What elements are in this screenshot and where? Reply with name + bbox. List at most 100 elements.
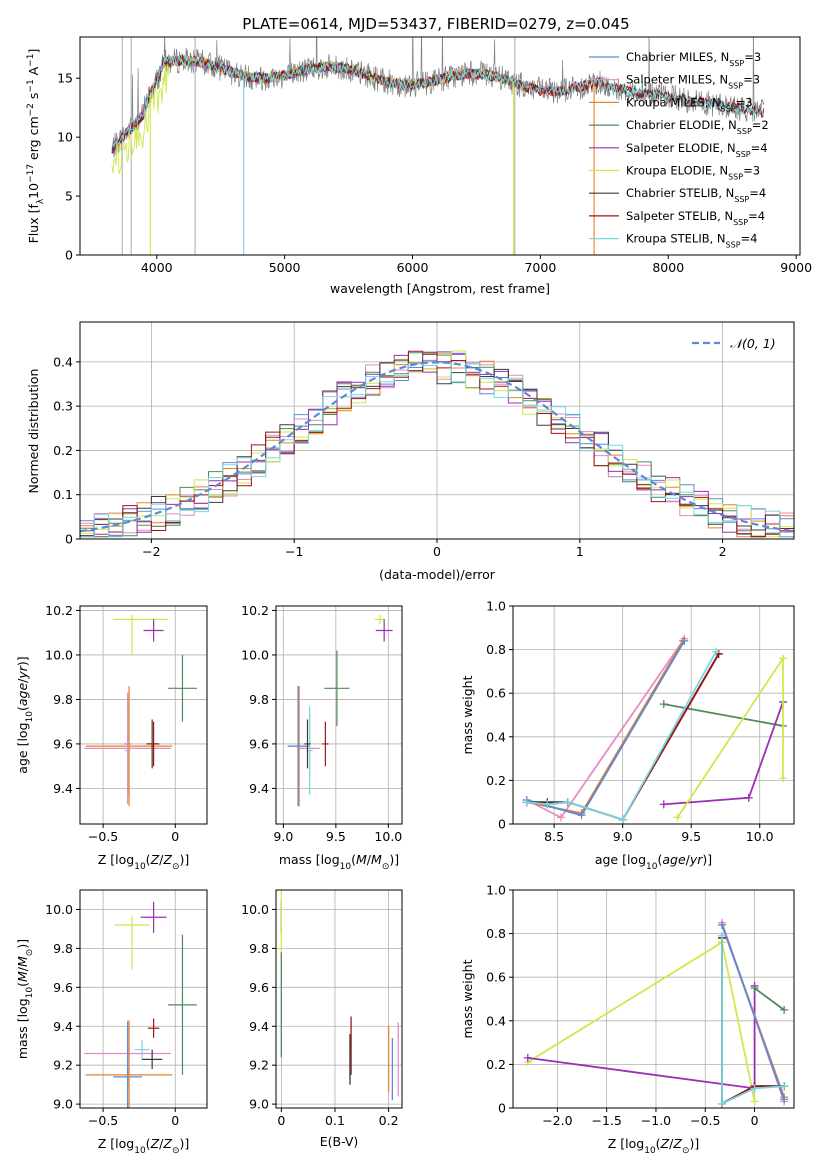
weight-vs-z-marker <box>750 1084 759 1093</box>
x-tick-label: −1 <box>285 544 303 559</box>
y-tick-label: 10.0 <box>45 647 73 662</box>
age-vs-z-frame <box>79 605 208 825</box>
y-tick-label: 0.8 <box>486 926 506 941</box>
legend-label-4: Salpeter ELODIE, NSSP=4 <box>626 141 768 159</box>
weight-vs-z-line-2 <box>754 987 785 1011</box>
y-tick-label: 0.2 <box>486 1057 506 1072</box>
weight-vs-age-marker <box>543 800 552 809</box>
mass-vs-z-plot-area <box>84 901 197 1108</box>
y-tick-label: 0.6 <box>486 686 506 701</box>
weight-vs-z-marker <box>718 931 727 940</box>
weight-vs-z-marker <box>780 1005 789 1014</box>
x-tick-label: 7000 <box>524 260 556 275</box>
y-tick-label: 0 <box>65 532 73 547</box>
x-tick-label: 9.5 <box>326 829 346 844</box>
y-tick-label: 0.4 <box>53 354 73 369</box>
x-tick-label: 5000 <box>269 260 301 275</box>
age-vs-mass-frame <box>275 605 403 825</box>
x-tick-label: 10.0 <box>374 829 402 844</box>
mass-vs-ebv-panel: 0 0.1 0.2 9.0 9.2 9.4 9.6 9.8 10.0 E(B-V) <box>241 889 403 1149</box>
spectrum-panel: 4000 5000 6000 7000 8000 9000 0 5 10 15 Chabrier M… <box>26 36 812 296</box>
y-tick-label: 9.4 <box>249 1019 269 1034</box>
x-tick-label: 0.2 <box>379 1113 399 1128</box>
y-tick-label: 10 <box>57 130 73 145</box>
legend-label-7: Salpeter STELIB, NSSP=4 <box>626 209 765 227</box>
weight-vs-age-marker <box>556 813 565 822</box>
x-tick-label: −2 <box>142 544 160 559</box>
y-tick-label: 5 <box>65 189 73 204</box>
y-tick-label: 9.6 <box>249 980 269 995</box>
weight-vs-age-line-2 <box>526 640 686 817</box>
weight-vs-age-marker <box>711 647 720 656</box>
y-tick-label: 9.0 <box>53 1097 73 1112</box>
weight-vs-z-marker <box>780 1082 789 1091</box>
weight-vs-age-line-1 <box>526 640 684 815</box>
weight-vs-z-marker <box>523 1053 532 1062</box>
weight-vs-z-line-5 <box>721 924 785 1100</box>
x-tick-label: 8000 <box>652 260 684 275</box>
y-tick-label: 9.4 <box>53 781 73 796</box>
y-tick-label: 10.2 <box>45 603 73 618</box>
mass-vs-ebv-frame <box>275 889 403 1109</box>
residuals-plot-area <box>80 350 794 538</box>
weight-vs-z-line-1 <box>527 985 756 1090</box>
y-tick-label: 9.8 <box>249 692 269 707</box>
spectrum-ylabel: Flux [fλ10−17 erg cm−2 s−1 A−1] <box>26 49 46 244</box>
x-tick-label: 0 <box>171 1113 179 1128</box>
weight-vs-age-marker <box>659 700 668 709</box>
weight-vs-z-line-0 <box>527 940 756 1102</box>
spectrum-plot-area <box>111 37 765 255</box>
y-tick-label: 0.3 <box>53 399 73 414</box>
y-tick-label: 9.2 <box>53 1058 73 1073</box>
y-tick-label: 0.2 <box>53 443 73 458</box>
x-tick-label: 0 <box>433 544 441 559</box>
legend-label-8: Kroupa STELIB, NSSP=4 <box>626 232 757 250</box>
legend-label-0: Chabrier MILES, NSSP=3 <box>626 50 761 68</box>
y-tick-label: 10.2 <box>241 603 269 618</box>
weight-vs-age-panel: 8.5 9.0 9.5 10.0 0 0.2 0.4 0.6 0.8 1.0 age [log10(… <box>460 599 795 872</box>
weight-vs-age-marker <box>618 815 627 824</box>
age-vs-mass-plot-area <box>287 614 393 807</box>
y-tick-label: 9.6 <box>53 980 73 995</box>
spectrum-series-8 <box>111 55 765 149</box>
y-tick-label: 10.0 <box>241 902 269 917</box>
weight-vs-z-panel: −2.0 −1.5 −1.0 −0.5 0 0 0.2 0.4 0.6 0.8 1.0 Z [log1… <box>460 883 795 1156</box>
x-tick-label: −1.0 <box>641 1113 671 1128</box>
spectrum-frame <box>79 36 801 256</box>
x-tick-label: −0.5 <box>88 829 118 844</box>
x-tick-label: 9000 <box>780 260 812 275</box>
y-tick-label: 9.8 <box>53 692 73 707</box>
y-tick-label: 0 <box>498 817 506 832</box>
weight-vs-age-marker <box>563 798 572 807</box>
y-tick-label: 0.6 <box>486 970 506 985</box>
residuals-panel: −2 −1 0 1 2 0 0.1 0.2 0.3 0.4 𝒩(0, 1) (data-model)/… <box>26 321 795 582</box>
weight-vs-age-line-8 <box>526 651 717 821</box>
y-tick-label: 9.6 <box>53 736 73 751</box>
weight-vs-age-xlabel: age [log10(age/yr)] <box>595 852 712 872</box>
weight-vs-age-marker <box>744 793 753 802</box>
age-vs-mass-xlabel: mass [log10(M/M⊙)] <box>279 852 399 872</box>
mass-vs-z-frame <box>79 889 208 1109</box>
age-vs-z-panel: −0.5 0 9.4 9.6 9.8 10.0 10.2 Z [log10(Z/Z⊙)] age… <box>15 603 208 872</box>
y-tick-label: 0.4 <box>486 729 506 744</box>
mass-vs-ebv-plot-area <box>280 890 399 1101</box>
weight-vs-age-marker <box>779 774 788 783</box>
y-tick-label: 9.4 <box>249 781 269 796</box>
legend-label-1: Salpeter MILES, NSSP=3 <box>626 73 760 91</box>
y-tick-label: 9.4 <box>53 1019 73 1034</box>
ebv-xlabel: E(B-V) <box>320 1134 359 1149</box>
residuals-ylabel: Normed distribution <box>26 369 41 494</box>
residuals-xlabel: (data-model)/error <box>379 567 496 582</box>
y-tick-label: 1.0 <box>486 599 506 614</box>
legend-label-3: Chabrier ELODIE, NSSP=2 <box>626 118 769 136</box>
x-tick-label: 6000 <box>397 260 429 275</box>
weight-vs-z-xlabel: Z [log10(Z/Z⊙)] <box>608 1136 700 1156</box>
age-vs-z-xlabel: Z [log10(Z/Z⊙)] <box>98 852 190 872</box>
x-tick-label: 0 <box>751 1113 759 1128</box>
mass-vs-z-ylabel: mass [log10(M/M⊙)] <box>15 939 35 1059</box>
legend-gaussian-label: 𝒩(0, 1) <box>730 336 776 351</box>
x-tick-label: 2 <box>719 544 727 559</box>
y-tick-label: 0 <box>65 248 73 263</box>
age-vs-z-ylabel: age [log10(age/yr)] <box>15 656 35 773</box>
